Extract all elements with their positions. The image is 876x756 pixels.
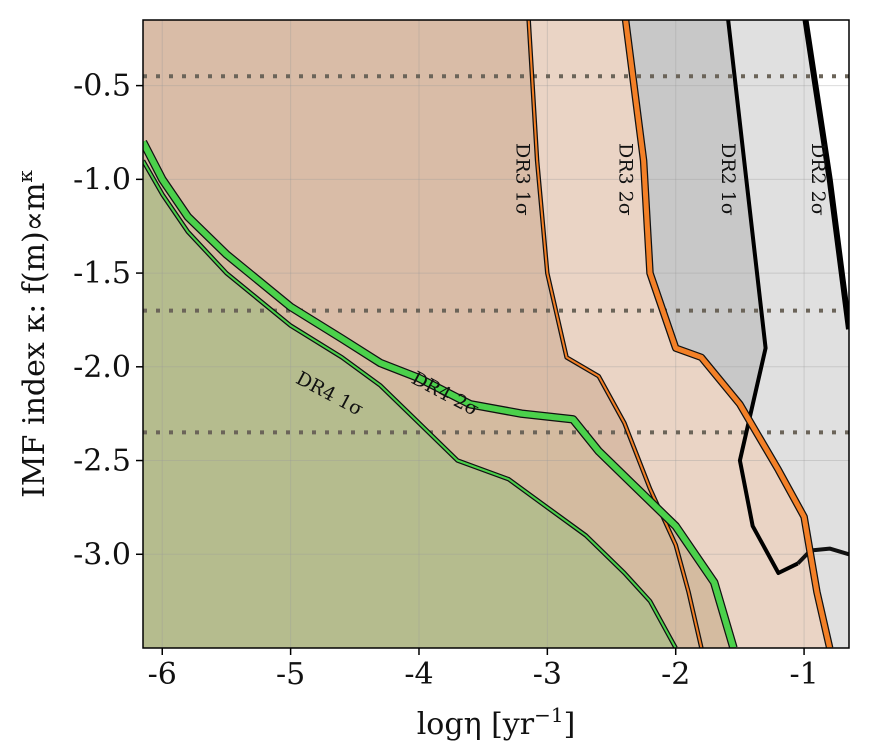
y-tick-label: -2.5: [73, 444, 131, 479]
series-line-dr2-1σ: [726, 20, 799, 575]
series-base-dr2-2σ: [796, 546, 849, 565]
series-line-dr3-2σ: [623, 20, 833, 648]
y-tick-label: -0.5: [73, 69, 131, 104]
x-tick-label: -3: [533, 657, 562, 692]
contour-label: DR2 1σ: [717, 143, 739, 216]
x-tick-label: -2: [661, 657, 690, 692]
y-tick-label: -1.0: [73, 162, 131, 197]
series-line-dr4-1σ: [143, 160, 677, 648]
y-tick-label: -2.0: [73, 350, 131, 385]
contour-label: DR3 2σ: [614, 143, 636, 216]
x-axis-label-sup: −1: [534, 703, 563, 727]
series-line-dr2-2σ: [802, 20, 849, 330]
region-dr4-1σ: [143, 160, 676, 648]
y-tick-label: -3.0: [73, 537, 131, 572]
x-axis-label-text: logη [yr: [417, 707, 535, 742]
series-line-dr4-2σ: [143, 140, 737, 648]
plot-frame: [142, 19, 850, 649]
y-axis-label-text: IMF index κ: f(m)∝m: [17, 183, 52, 498]
x-tick-label: -6: [148, 657, 177, 692]
series-line-dr3-1σ: [527, 20, 703, 648]
y-axis-label-sup: κ: [13, 170, 37, 183]
ticks: -6 -5 -4 -3 -2 -1 -3.0 -2.5 -2.0 -1.5 -1.0 -0.5: [73, 69, 819, 692]
x-axis-label: logη [yr−1]: [417, 703, 576, 742]
x-tick-label: -1: [789, 657, 818, 692]
y-axis-label: IMF index κ: f(m)∝mκ: [13, 170, 52, 498]
x-tick-label: -4: [404, 657, 433, 692]
contour-label: DR3 1σ: [512, 143, 534, 216]
x-tick-label: -5: [276, 657, 305, 692]
x-axis-label-tail: ]: [564, 707, 576, 742]
y-tick-label: -1.5: [73, 256, 131, 291]
contour-label: DR2 2σ: [807, 143, 829, 216]
